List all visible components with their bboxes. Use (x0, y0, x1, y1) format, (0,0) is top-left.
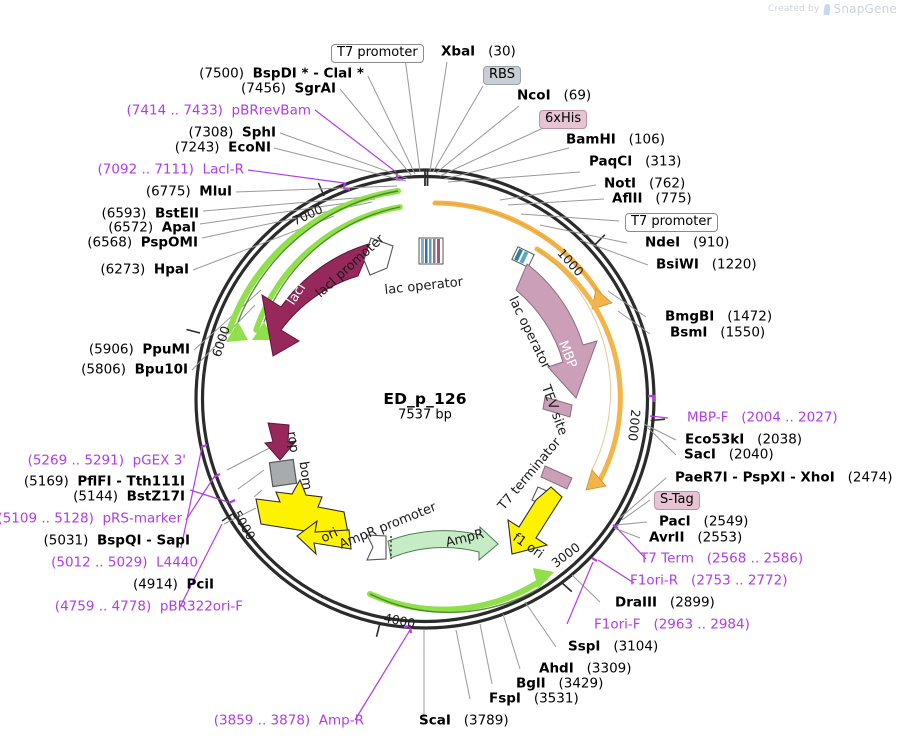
label-sspi: SspI (3104) (568, 638, 659, 655)
label-pspomi: (6568) PspOMI (87, 234, 198, 251)
label-bstz17i: (5144) BstZ17I (73, 488, 185, 505)
label-ppumi: (5906) PpuMI (88, 341, 190, 358)
label-bsmi: BsmI (1550) (670, 324, 766, 341)
label-mbp-f: MBP-F (2004 .. 2027) (687, 409, 838, 426)
primer-arcs (226, 188, 554, 614)
feature-f1-ori (507, 486, 563, 555)
label-mlui: (6775) MluI (145, 183, 232, 200)
label-bmgbi: BmgBI (1472) (665, 308, 773, 325)
cut-site-marks (424, 170, 429, 186)
coordinate-ticks (186, 182, 666, 637)
label-avrii: AvrII (2553) (649, 529, 743, 546)
boxed-label-s-tag: S-Tag (654, 491, 700, 510)
label-pbr322ori-f: (4759 .. 4778) pBR322ori-F (54, 598, 243, 615)
label-fspi: FspI (3531) (489, 690, 579, 707)
label-bpu10i: (5806) Bpu10I (81, 361, 188, 378)
label-xbai: XbaI (30) (441, 43, 516, 60)
label-pcii: (4914) PciI (132, 576, 214, 593)
label-saci: SacI (2040) (684, 446, 774, 463)
feature-TEV-site (542, 396, 573, 418)
label-bamhi: BamHI (106) (566, 131, 665, 148)
label-ndei: NdeI (910) (645, 234, 730, 251)
leader-lines (191, 57, 677, 721)
label-eco53ki: Eco53kI (2038) (685, 431, 803, 448)
label-pbrrevbam: (7414 .. 7433) pBRrevBam (126, 102, 311, 119)
snapgene-logo-icon (822, 3, 831, 15)
leader-lines-feature (179, 109, 669, 721)
label-laci-r: (7092 .. 7111) LacI-R (97, 161, 244, 178)
label-paer7i-pspxi-xhoi: PaeR7I - PspXI - XhoI (2474) (675, 469, 893, 486)
snapgene-watermark: Created by SnapGene (768, 2, 897, 16)
watermark-brand: SnapGene (833, 2, 897, 16)
plasmid-size-label: 7537 bp (398, 407, 452, 423)
boxed-label-6xhis: 6xHis (539, 110, 588, 129)
label-aflii: AflII (775) (612, 190, 692, 207)
boxed-label-t7-promoter-right: T7 promoter (625, 213, 718, 232)
label-prs-marker: (5109 .. 5128) pRS-marker (0, 510, 182, 527)
feature-AmpR (387, 525, 499, 562)
label-apai: (6572) ApaI (108, 219, 196, 236)
label-scai: ScaI (3789) (419, 712, 509, 729)
label-sphi: (7308) SphI (188, 124, 276, 141)
label-noti: NotI (762) (604, 175, 686, 192)
label-draiii: DraIII (2899) (615, 594, 715, 611)
promoter-arrows (432, 200, 623, 491)
label-bspdi-clai: (7500) BspDI * - ClaI * (199, 65, 364, 82)
label-econi: (7243) EcoNI (174, 139, 271, 156)
feature-lacI-promoter (363, 237, 394, 276)
label-bspqi-sapi: (5031) BspQI - SapI (43, 532, 191, 549)
feature-rop (263, 422, 298, 461)
label-amp-r: (3859 .. 3878) Amp-R (213, 712, 364, 729)
label-sgrai: (7456) SgrAI (241, 80, 336, 97)
label-f1ori-r: F1ori-R (2753 .. 2772) (630, 572, 788, 589)
label-hpai: (6273) HpaI (100, 261, 189, 278)
feature-bom (268, 458, 298, 488)
label-bgli: BglI (3429) (516, 675, 604, 692)
label-paci: PacI (2549) (659, 513, 749, 530)
label-f1ori-f: F1ori-F (2963 .. 2984) (594, 616, 750, 633)
watermark-prefix: Created by (768, 4, 820, 14)
label-ahdi: AhdI (3309) (539, 660, 632, 677)
feature-ori (255, 478, 352, 556)
feature-MBP (515, 263, 598, 399)
label-t7-term: T7 Term (2568 .. 2586) (640, 550, 804, 567)
label-pflfi-tth111i: (5169) PflFI - Tth111I (23, 473, 185, 490)
feature-lacI (261, 242, 373, 357)
feature-AmpR-promoter (366, 534, 387, 561)
feature-label-rop: rop (283, 430, 302, 454)
label-pgex-3: (5269 .. 5291) pGEX 3' (27, 452, 186, 469)
label-ncoi: NcoI (69) (517, 87, 592, 104)
label-paqci: PaqCI (313) (589, 153, 682, 170)
boxed-label-rbs: RBS (483, 66, 521, 85)
page-title: ED_p_126 (383, 390, 467, 408)
feature-T7-terminator (540, 465, 573, 490)
label-bsiwi: BsiWI (1220) (656, 256, 757, 273)
label-bsteii: (6593) BstEII (101, 205, 199, 222)
label-l4440: (5012 .. 5029) L4440 (51, 554, 198, 571)
feature-lac-operator-top (418, 237, 444, 265)
boxed-label-t7-promoter-top: T7 promoter (331, 44, 424, 63)
feature-lac-operator-right (511, 246, 535, 268)
